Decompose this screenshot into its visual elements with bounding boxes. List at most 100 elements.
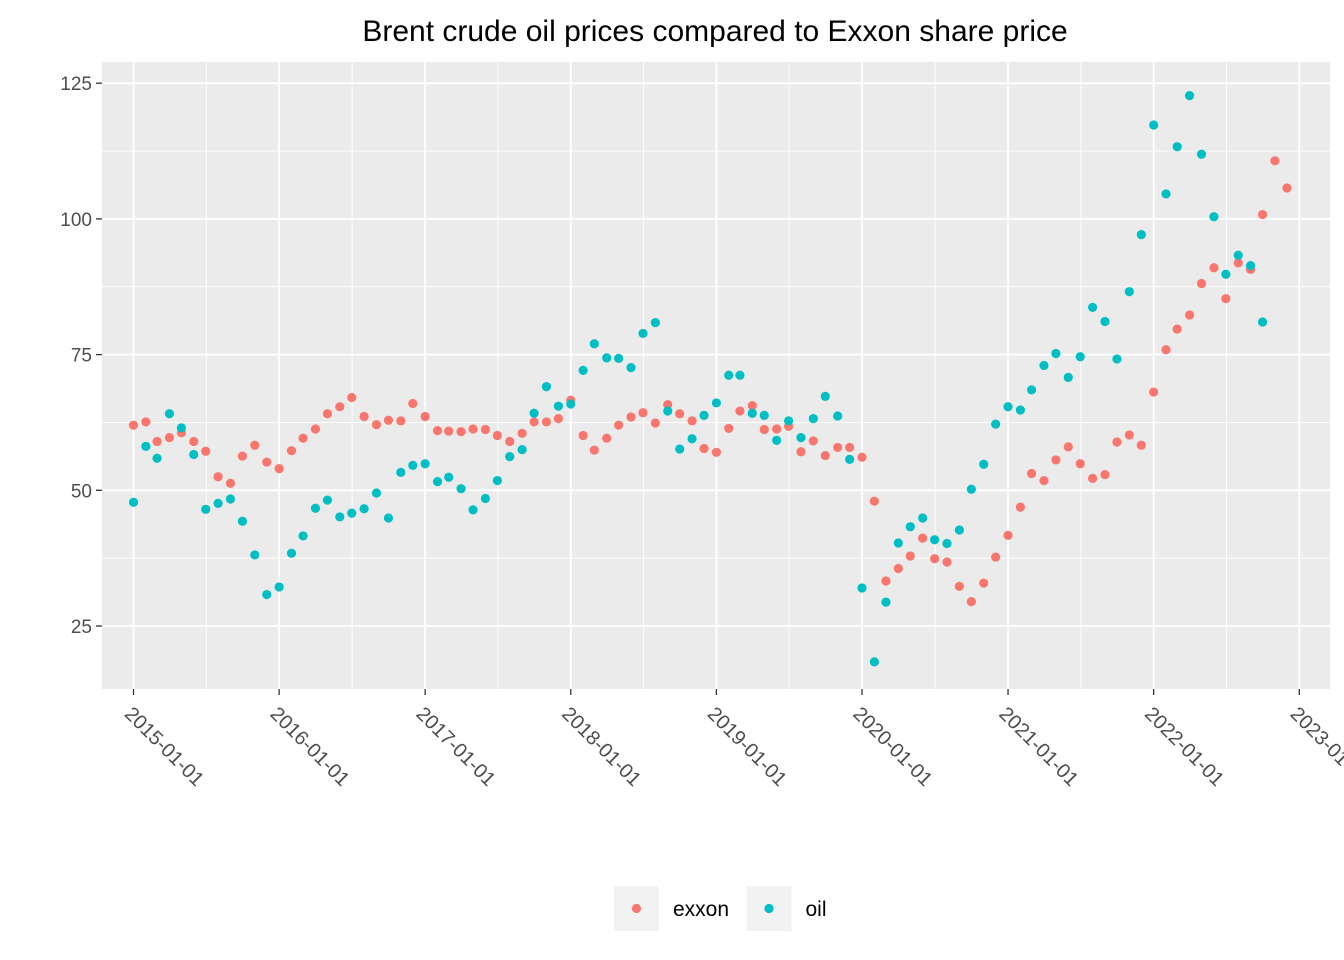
oil-point <box>1209 212 1219 222</box>
exxon-point <box>225 478 236 488</box>
y-tick-label: 25 <box>71 617 92 638</box>
oil-point <box>456 484 466 494</box>
y-tick-label: 100 <box>60 210 92 231</box>
exxon-point <box>1063 442 1073 452</box>
exxon-point <box>578 430 588 441</box>
oil-point <box>930 535 940 545</box>
exxon-point <box>164 433 175 443</box>
exxon-point <box>1124 430 1134 440</box>
oil-point <box>857 583 867 593</box>
oil-point <box>1161 189 1171 199</box>
oil-point <box>991 419 1001 429</box>
exxon-point <box>335 402 345 412</box>
oil-point <box>1149 120 1159 130</box>
oil-point <box>942 538 952 549</box>
exxon-point <box>589 445 599 455</box>
exxon-point <box>310 424 321 434</box>
oil-point <box>1088 302 1098 312</box>
oil-point <box>687 434 697 444</box>
oil-point <box>614 353 624 363</box>
exxon-point <box>1149 387 1159 397</box>
oil-point <box>1221 269 1231 279</box>
oil-point <box>833 411 843 421</box>
legend-marker-exxon <box>631 903 642 914</box>
exxon-point <box>1100 469 1110 480</box>
oil-point <box>298 531 308 541</box>
exxon-point <box>991 552 1001 562</box>
exxon-point <box>687 416 697 426</box>
exxon-point <box>250 440 260 450</box>
oil-point <box>626 363 636 373</box>
oil-point <box>881 597 891 607</box>
exxon-point <box>1088 473 1098 483</box>
oil-point <box>650 317 660 328</box>
exxon-point <box>796 447 806 457</box>
oil-point <box>1196 149 1207 159</box>
exxon-point <box>954 581 964 592</box>
exxon-point <box>383 415 394 425</box>
oil-point <box>468 505 478 515</box>
oil-point <box>784 416 794 426</box>
exxon-point <box>857 452 867 462</box>
exxon-point <box>322 409 333 419</box>
oil-point <box>492 475 502 486</box>
oil-point <box>1063 372 1073 382</box>
exxon-point <box>808 436 818 446</box>
oil-point <box>152 453 162 463</box>
exxon-point <box>274 464 284 474</box>
oil-point <box>602 353 612 363</box>
oil-point <box>213 498 223 508</box>
oil-point <box>250 550 260 560</box>
oil-point <box>1026 385 1037 395</box>
oil-point <box>747 408 757 418</box>
oil-point <box>1172 142 1182 152</box>
exxon-point <box>663 399 673 410</box>
exxon-point <box>262 457 272 467</box>
oil-point <box>1246 260 1256 271</box>
x-tick-label: 2019-01-01 <box>703 703 791 791</box>
exxon-point <box>492 430 502 441</box>
oil-point <box>918 513 928 523</box>
x-tick-label: 2017-01-01 <box>412 703 500 791</box>
oil-point <box>237 516 248 526</box>
oil-point <box>1075 352 1085 362</box>
exxon-point <box>638 408 648 418</box>
exxon-point <box>505 436 515 447</box>
exxon-point <box>650 418 660 428</box>
exxon-point <box>845 442 855 453</box>
oil-point <box>1184 91 1195 101</box>
oil-point <box>735 370 745 380</box>
y-tick-label: 125 <box>60 74 92 95</box>
oil-point <box>480 493 491 504</box>
oil-point <box>1257 317 1268 327</box>
exxon-point <box>1172 324 1182 334</box>
oil-point <box>420 459 430 469</box>
exxon-point <box>1221 294 1231 304</box>
oil-point <box>274 582 284 592</box>
oil-point <box>1233 250 1243 260</box>
exxon-point <box>930 554 940 564</box>
exxon-point <box>1282 183 1292 193</box>
oil-point <box>201 504 211 514</box>
oil-point <box>638 328 648 339</box>
oil-point <box>541 382 552 392</box>
exxon-point <box>1136 440 1146 450</box>
legend-marker-oil <box>764 903 774 914</box>
exxon-point <box>468 424 478 434</box>
oil-point <box>189 449 199 460</box>
exxon-point <box>432 426 443 436</box>
exxon-point <box>724 423 734 434</box>
exxon-point <box>541 417 552 427</box>
oil-point <box>371 488 382 498</box>
oil-point <box>1124 287 1134 297</box>
exxon-point <box>189 436 199 447</box>
exxon-point <box>1003 530 1013 540</box>
legend-label-exxon: exxon <box>673 898 729 921</box>
exxon-point <box>1233 258 1243 268</box>
oil-point <box>1003 402 1013 412</box>
oil-point <box>359 504 369 514</box>
oil-point <box>1112 354 1122 364</box>
oil-point <box>869 657 879 667</box>
